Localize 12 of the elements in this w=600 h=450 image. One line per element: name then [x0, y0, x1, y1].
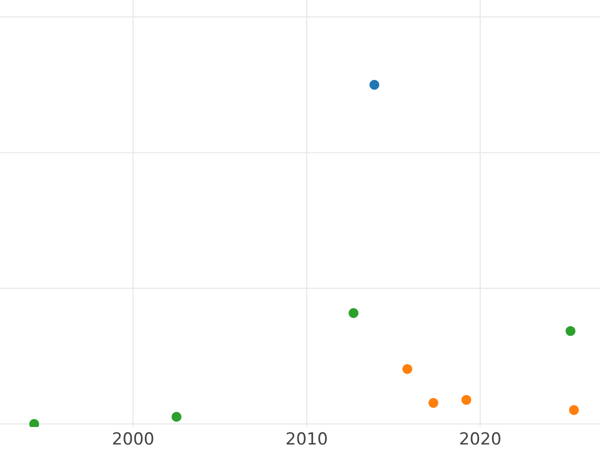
- point: [566, 326, 576, 336]
- point: [369, 80, 380, 90]
- x-tick-label: 2020: [460, 432, 500, 445]
- x-tick-label: 2000: [113, 432, 154, 445]
- point: [461, 394, 472, 405]
- point: [428, 398, 438, 408]
- point: [29, 419, 40, 427]
- point: [348, 308, 358, 318]
- x-tick-label: 2010: [286, 432, 327, 445]
- point: [402, 364, 412, 374]
- point: [172, 412, 182, 422]
- point: [569, 405, 579, 415]
